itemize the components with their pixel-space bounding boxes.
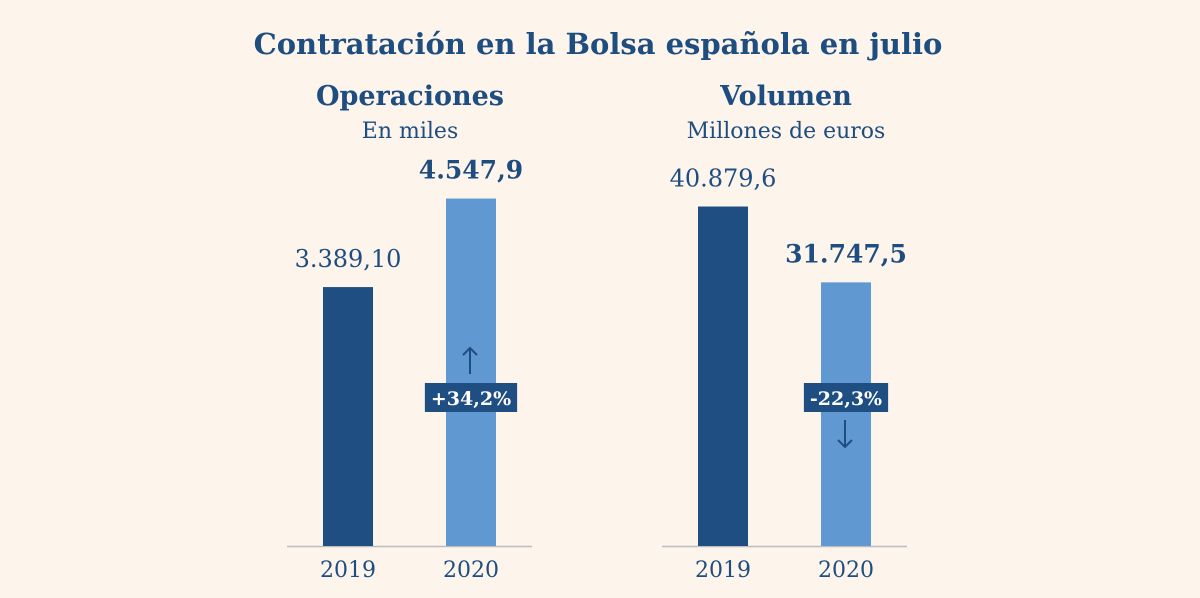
- chart-2-x-tick-2020: 2020: [818, 558, 874, 583]
- chart-1-bar-2019: [323, 287, 373, 546]
- chart-1-value-label-2020: 4.547,9: [419, 156, 523, 185]
- chart-2-value-label-2020: 31.747,5: [785, 239, 907, 268]
- chart-2-x-tick-2019: 2019: [695, 558, 751, 583]
- chart-1-x-tick-2019: 2019: [320, 558, 376, 583]
- chart-2-arrow-down-icon: [837, 420, 853, 449]
- chart-1-value-label-2019: 3.389,10: [295, 245, 402, 273]
- chart-2-title: Volumen: [719, 81, 852, 112]
- chart-1-change-label: +34,2%: [431, 388, 511, 410]
- chart-2-subtitle: Millones de euros: [687, 119, 886, 144]
- chart-2-bar-2020: [821, 282, 871, 546]
- chart-2-change-badge: [803, 383, 889, 412]
- chart-main-title: Contratación en la Bolsa española en jul…: [254, 27, 943, 61]
- chart-1-title: Operaciones: [316, 81, 504, 112]
- chart-2-change-label: -22,3%: [810, 388, 882, 410]
- chart-1-arrow-up-icon: [462, 346, 478, 374]
- chart-2-value-label-2019: 40.879,6: [670, 165, 777, 193]
- chart-2-bar-2019: [698, 206, 748, 546]
- chart-1-x-tick-2020: 2020: [443, 558, 499, 583]
- chart-1-change-badge: [424, 383, 518, 412]
- chart-1-subtitle: En miles: [362, 119, 458, 144]
